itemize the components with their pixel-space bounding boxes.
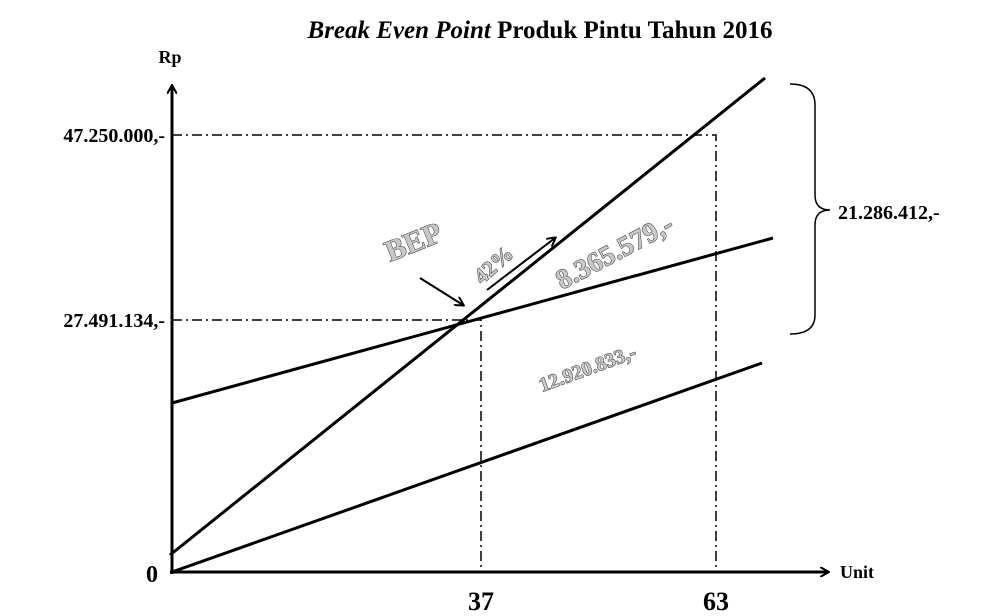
title-italic: Break Even Point bbox=[307, 17, 492, 44]
level-label: 27.491.134,- bbox=[63, 310, 165, 332]
fixed-cost-label: 12.920.833,- bbox=[536, 341, 639, 396]
title: Break Even Point Produk Pintu Tahun 2016 bbox=[307, 17, 773, 44]
title-rest: Produk Pintu Tahun 2016 bbox=[497, 17, 772, 44]
guide-63 bbox=[172, 134, 717, 572]
total-cost-line bbox=[171, 236, 774, 405]
x-mark: 37 bbox=[468, 587, 494, 616]
margin-arrow bbox=[486, 238, 555, 291]
origin-label: 0 bbox=[146, 562, 158, 588]
bep-arrow bbox=[419, 277, 463, 305]
brace-label: 21.286.412,- bbox=[838, 202, 940, 224]
level-label: 47.250.000,- bbox=[63, 125, 165, 147]
variable-cost-line bbox=[171, 361, 763, 574]
profit-label: 8.365.579,- bbox=[551, 209, 679, 297]
x-axis-label: Unit bbox=[840, 562, 874, 582]
bep-label: BEP bbox=[380, 216, 446, 268]
x-mark: 63 bbox=[703, 587, 729, 616]
guide-37 bbox=[172, 319, 482, 572]
revenue-line bbox=[169, 76, 766, 557]
brace bbox=[789, 83, 831, 335]
y-axis-label: Rp bbox=[158, 47, 181, 67]
